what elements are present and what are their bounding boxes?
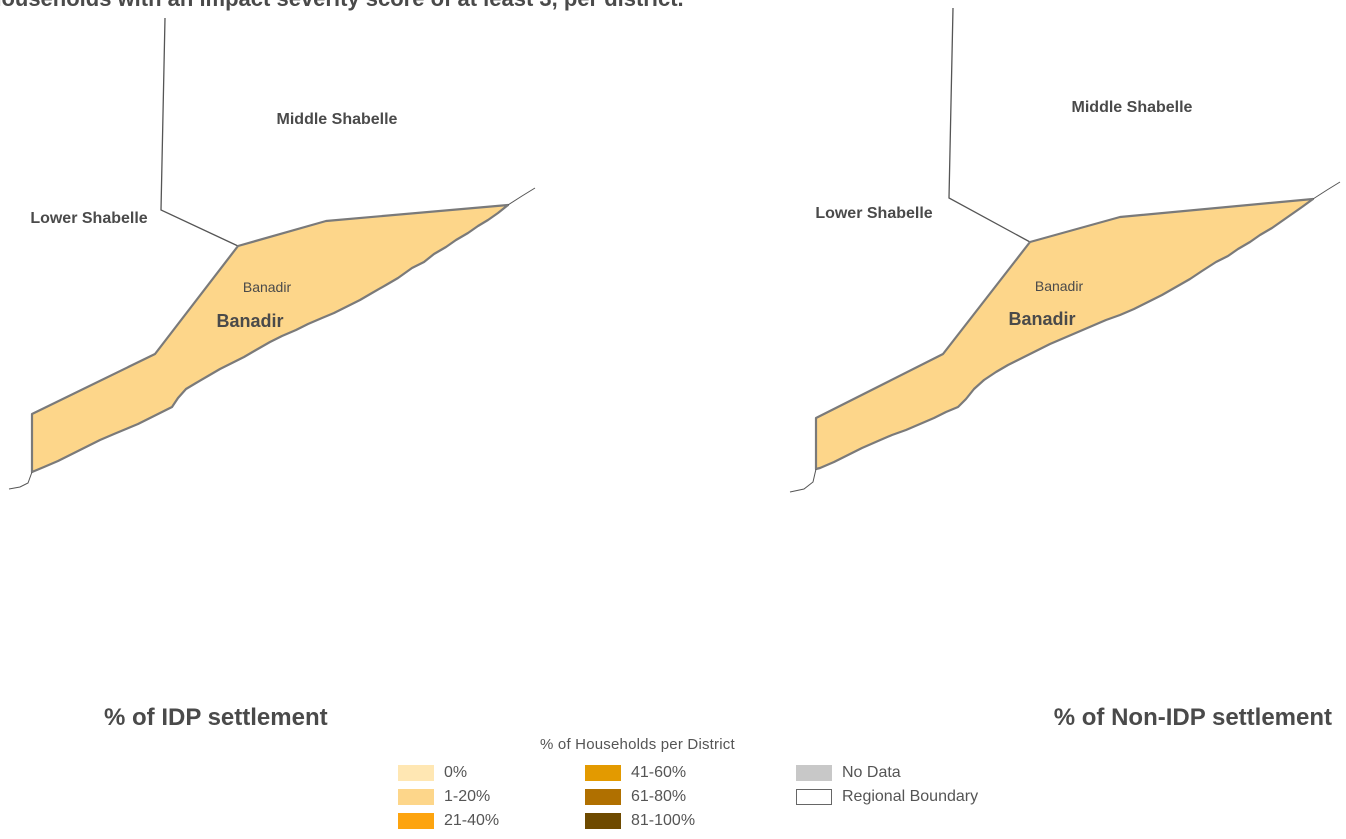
label-middle-shabelle: Middle Shabelle — [1072, 99, 1193, 116]
legend-item-6: No Data — [796, 764, 901, 782]
label-lower-shabelle: Lower Shabelle — [815, 205, 932, 222]
legend-label: 81-100% — [631, 812, 696, 829]
legend-title: % of Households per District — [540, 736, 735, 753]
legend-item-7: Regional Boundary — [796, 788, 978, 806]
idp-map: Middle Shabelle Lower Shabelle Banadir B… — [8, 17, 536, 490]
legend-label: 1-20% — [444, 788, 491, 805]
legend-label: Regional Boundary — [842, 788, 979, 805]
legend-item-3: 41-60% — [585, 764, 686, 782]
regional-boundary-line — [160, 17, 239, 247]
label-banadir-region: Banadir — [1008, 309, 1075, 329]
legend-item-1: 1-20% — [398, 788, 490, 806]
label-banadir-district: Banadir — [243, 279, 292, 295]
legend-swatch — [585, 789, 621, 805]
label-middle-shabelle: Middle Shabelle — [277, 111, 398, 128]
label-banadir-region: Banadir — [216, 311, 283, 331]
banadir-district-shape — [814, 197, 1315, 471]
non-idp-map: Middle Shabelle Lower Shabelle Banadir B… — [789, 7, 1341, 493]
legend-swatch — [398, 765, 434, 781]
legend-label: 21-40% — [444, 812, 500, 829]
legend-swatch — [398, 813, 434, 829]
coastline-south — [789, 468, 817, 493]
coastline-south — [8, 471, 33, 490]
legend-item-0: 0% — [398, 764, 467, 782]
idp-map-subtitle: % of IDP settlement — [104, 704, 328, 731]
legend-swatch — [585, 813, 621, 829]
legend-label: No Data — [842, 764, 901, 781]
legend-label: 61-80% — [631, 788, 687, 805]
legend-item-2: 21-40% — [398, 812, 499, 830]
coastline-north — [1312, 181, 1341, 200]
legend-swatch — [796, 789, 832, 805]
non-idp-map-subtitle: % of Non-IDP settlement — [1053, 704, 1332, 731]
banadir-district-shape — [30, 203, 510, 474]
legend-swatch — [585, 765, 621, 781]
legend-label: 0% — [444, 764, 468, 781]
regional-boundary-line — [948, 7, 1031, 243]
label-lower-shabelle: Lower Shabelle — [30, 210, 147, 227]
page-title: households with an impact severity score… — [0, 0, 684, 12]
coastline-north — [507, 187, 536, 206]
legend-item-5: 81-100% — [585, 812, 695, 830]
legend-item-4: 61-80% — [585, 788, 686, 806]
legend-swatch — [398, 789, 434, 805]
label-banadir-district: Banadir — [1035, 278, 1084, 294]
legend-swatch — [796, 765, 832, 781]
legend-label: 41-60% — [631, 764, 687, 781]
